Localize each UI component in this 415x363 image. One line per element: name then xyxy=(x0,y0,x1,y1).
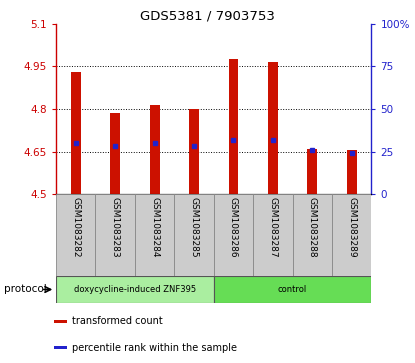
Text: GSM1083288: GSM1083288 xyxy=(308,197,317,257)
Text: GSM1083285: GSM1083285 xyxy=(190,197,198,257)
Bar xyxy=(110,113,120,194)
Text: percentile rank within the sample: percentile rank within the sample xyxy=(72,343,237,353)
Bar xyxy=(214,276,371,303)
Bar xyxy=(135,194,174,276)
Bar xyxy=(56,276,214,303)
Text: GSM1083282: GSM1083282 xyxy=(71,197,80,257)
Bar xyxy=(253,194,293,276)
Bar xyxy=(54,320,67,323)
Bar xyxy=(332,194,371,276)
Bar xyxy=(214,194,253,276)
Bar xyxy=(150,105,159,194)
Bar xyxy=(268,62,278,194)
Text: GSM1083289: GSM1083289 xyxy=(347,197,356,257)
Text: GSM1083286: GSM1083286 xyxy=(229,197,238,257)
Text: transformed count: transformed count xyxy=(72,317,163,326)
Text: GDS5381 / 7903753: GDS5381 / 7903753 xyxy=(140,9,275,22)
Text: control: control xyxy=(278,285,307,294)
Bar xyxy=(95,194,135,276)
Text: protocol: protocol xyxy=(4,285,47,294)
Text: GSM1083284: GSM1083284 xyxy=(150,197,159,257)
Bar xyxy=(347,150,356,194)
Text: doxycycline-induced ZNF395: doxycycline-induced ZNF395 xyxy=(74,285,196,294)
Bar xyxy=(293,194,332,276)
Bar xyxy=(229,59,238,194)
Text: GSM1083283: GSM1083283 xyxy=(111,197,120,257)
Bar xyxy=(54,346,67,349)
Bar xyxy=(174,194,214,276)
Bar xyxy=(71,72,81,194)
Text: GSM1083287: GSM1083287 xyxy=(269,197,277,257)
Bar xyxy=(56,194,95,276)
Bar xyxy=(189,109,199,194)
Bar xyxy=(308,149,317,194)
